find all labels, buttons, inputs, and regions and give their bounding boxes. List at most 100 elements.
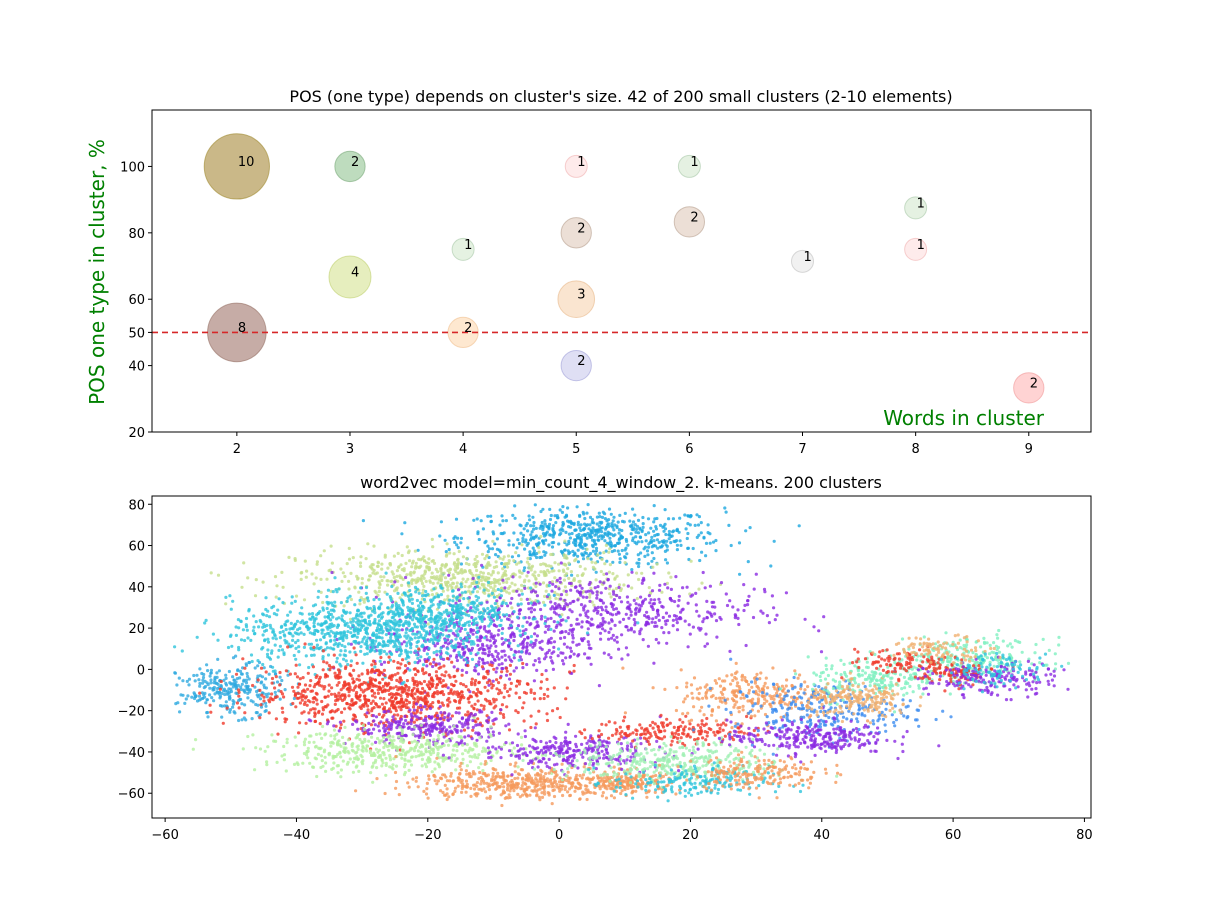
embedding-point (431, 664, 435, 669)
embedding-point (491, 730, 495, 734)
embedding-point (373, 572, 377, 576)
embedding-point (409, 643, 413, 647)
embedding-point (293, 558, 297, 563)
embedding-point (435, 690, 440, 694)
embedding-point (502, 715, 506, 720)
embedding-point (476, 608, 480, 612)
embedding-point (533, 503, 537, 507)
embedding-point (347, 546, 351, 551)
embedding-point (301, 694, 305, 698)
embedding-point (547, 584, 551, 588)
embedding-point (572, 652, 576, 656)
embedding-point (581, 553, 585, 557)
embedding-point (302, 632, 306, 637)
embedding-point (589, 589, 593, 593)
embedding-point (564, 602, 568, 606)
embedding-point (467, 562, 471, 567)
embedding-point (588, 599, 592, 604)
embedding-point (534, 638, 538, 643)
embedding-point (703, 644, 707, 648)
embedding-point (423, 730, 428, 734)
embedding-point (360, 581, 364, 585)
embedding-point (429, 724, 433, 728)
embedding-point (378, 696, 383, 700)
embedding-point (236, 683, 240, 687)
embedding-point (470, 704, 474, 708)
embedding-point (459, 541, 463, 545)
embedding-point (407, 581, 411, 585)
embedding-point (390, 639, 394, 643)
embedding-point (333, 671, 337, 675)
embedding-point (382, 649, 386, 654)
embedding-point (388, 685, 393, 690)
embedding-point (321, 668, 325, 672)
embedding-point (294, 646, 298, 651)
embedding-point (533, 632, 537, 636)
embedding-point (382, 723, 386, 728)
embedding-point (346, 630, 350, 634)
embedding-point (638, 608, 642, 612)
embedding-point (343, 681, 347, 685)
embedding-point (383, 729, 387, 734)
embedding-point (343, 695, 347, 699)
embedding-point (389, 652, 393, 656)
embedding-point (524, 628, 528, 632)
embedding-point (614, 612, 618, 616)
embedding-point (603, 531, 607, 535)
embedding-point (507, 694, 511, 698)
embedding-point (472, 619, 476, 623)
embedding-point (449, 617, 453, 621)
x-tick-label: 6 (685, 442, 693, 457)
embedding-point (441, 644, 445, 648)
embedding-point (583, 551, 587, 555)
embedding-point (564, 630, 568, 634)
cluster-count-label: 2 (577, 354, 585, 369)
embedding-point (381, 677, 385, 681)
embedding-point (489, 519, 493, 524)
embedding-point (227, 687, 231, 691)
embedding-point (434, 567, 438, 572)
embedding-point (538, 526, 542, 530)
embedding-point (480, 601, 484, 605)
embedding-point (412, 720, 416, 724)
embedding-point (321, 608, 325, 612)
embedding-point (511, 575, 515, 579)
embedding-point (378, 635, 382, 640)
embedding-point (652, 539, 656, 543)
embedding-point (593, 567, 597, 571)
embedding-point (328, 668, 332, 672)
embedding-point (259, 703, 263, 707)
embedding-point (563, 548, 567, 552)
embedding-point (247, 677, 251, 681)
embedding-point (469, 630, 473, 634)
embedding-point (480, 619, 484, 624)
embedding-point (564, 656, 568, 660)
embedding-point (364, 626, 368, 630)
embedding-point (464, 608, 468, 612)
embedding-point (438, 602, 442, 607)
embedding-point (822, 615, 826, 619)
cluster-count-label: 1 (577, 155, 585, 170)
embedding-point (639, 604, 643, 608)
embedding-point (386, 660, 391, 665)
embedding-point (455, 629, 459, 633)
embedding-point (560, 510, 565, 514)
embedding-point (266, 648, 270, 652)
embedding-point (324, 642, 328, 646)
embedding-point (308, 684, 312, 688)
embedding-point (431, 641, 435, 645)
embedding-point (746, 599, 750, 603)
embedding-point (497, 657, 501, 661)
embedding-point (530, 530, 534, 534)
embedding-point (504, 658, 508, 662)
embedding-point (525, 662, 529, 667)
embedding-point (571, 633, 575, 637)
embedding-point (607, 570, 612, 574)
embedding-point (174, 702, 178, 706)
embedding-point (545, 524, 549, 529)
embedding-point (500, 637, 504, 641)
embedding-point (395, 633, 399, 638)
embedding-point (592, 603, 596, 607)
embedding-point (599, 613, 603, 617)
embedding-point (377, 641, 381, 645)
